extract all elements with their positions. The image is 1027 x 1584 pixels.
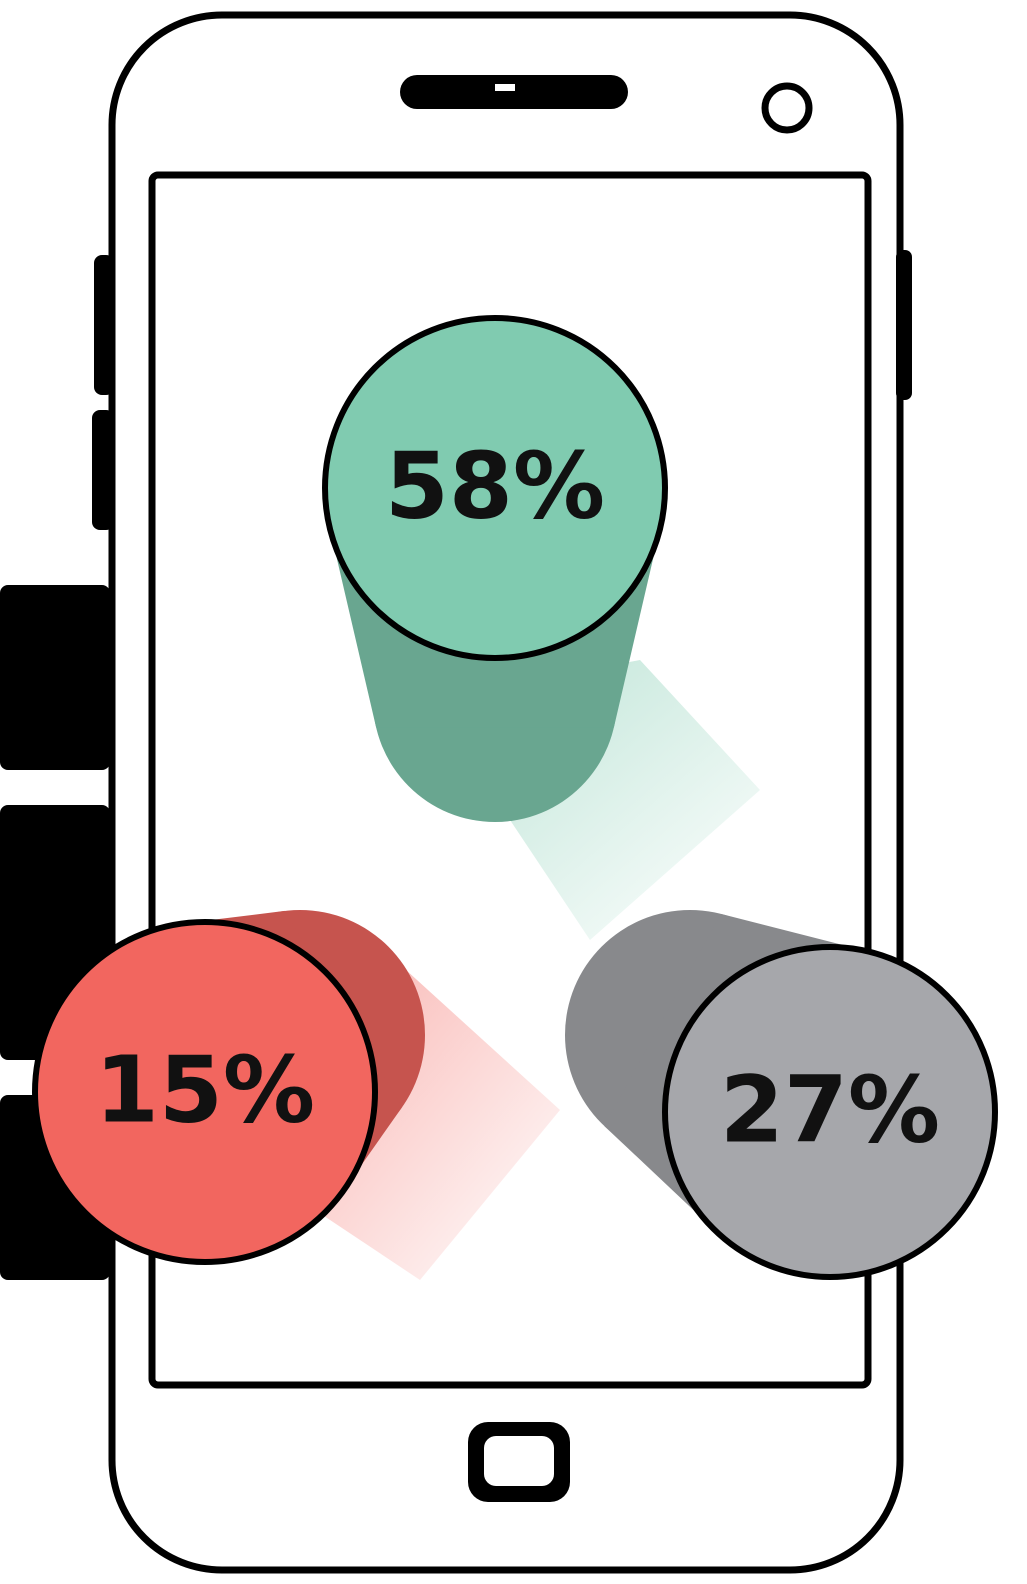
camera (761, 82, 813, 134)
value-label: 27% (720, 1056, 940, 1163)
cylinder: 15% (32, 910, 560, 1280)
screen (148, 171, 872, 1389)
value-label: 15% (95, 1036, 315, 1143)
cylinder-face (322, 315, 668, 661)
home-button-inner (484, 1436, 554, 1486)
side-tab (0, 585, 110, 770)
cylinder-face (32, 919, 378, 1265)
cylinder: 27% (565, 910, 998, 1280)
speaker (400, 75, 628, 109)
cylinder-face (662, 944, 998, 1280)
phone-body (108, 11, 904, 1574)
value-label: 58% (385, 432, 605, 539)
chart: 58% 15% 27% (32, 315, 998, 1280)
speaker-glint (495, 84, 515, 91)
cylinder: 58% (322, 315, 760, 940)
